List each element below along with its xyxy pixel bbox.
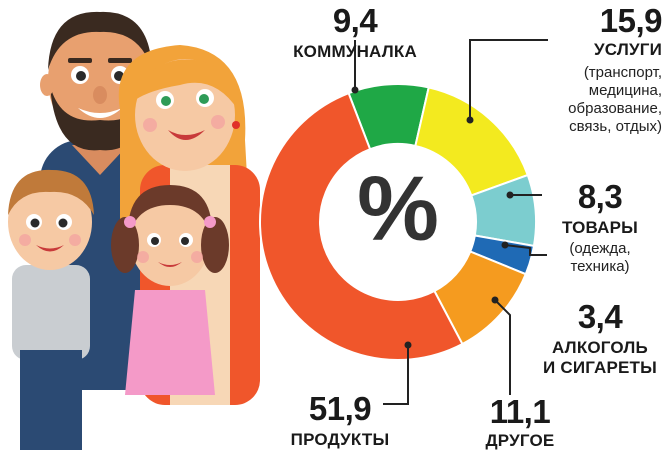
- leader-line-3: [504, 244, 547, 256]
- leader-dot-3: [501, 241, 509, 249]
- leader-dot-5: [404, 341, 412, 349]
- slice-value: 3,4: [577, 298, 623, 335]
- slice-value: 15,9: [599, 2, 663, 39]
- slice-name: ТОВАРЫ: [561, 218, 639, 237]
- slice-label-kommunalka: 9,4 КОММУНАЛКА: [280, 4, 430, 60]
- boy-figure: [8, 169, 94, 450]
- leader-dot-4: [491, 296, 499, 304]
- donut-slice-5: [259, 91, 464, 361]
- slice-value: 9,4: [332, 2, 378, 39]
- slice-name: ДРУГОЕ: [485, 431, 555, 450]
- slice-name: КОММУНАЛКА: [293, 42, 417, 61]
- slice-label-tovary: 8,3 ТОВАРЫ (одежда, техника): [545, 180, 655, 276]
- slice-label-drugoe: 11,1 ДРУГОЕ: [455, 395, 585, 449]
- slice-detail: (транспорт, медицина, образование, связь…: [568, 64, 662, 135]
- slice-label-alkogol: 3,4 АЛКОГОЛЬ И СИГАРЕТЫ: [530, 300, 670, 376]
- leader-line-1: [469, 39, 548, 120]
- slice-value: 11,1: [489, 393, 551, 430]
- slice-name-2: И СИГАРЕТЫ: [543, 358, 657, 377]
- center-percent-label: %: [357, 158, 439, 260]
- leader-line-5: [383, 345, 409, 405]
- slice-name: АЛКОГОЛЬ: [552, 338, 648, 357]
- slice-name: УСЛУГИ: [594, 40, 662, 59]
- slice-value: 51,9: [308, 390, 372, 427]
- slice-label-produkty: 51,9 ПРОДУКТЫ: [280, 392, 400, 448]
- slice-value: 8,3: [577, 178, 623, 215]
- leader-dot-2: [506, 191, 514, 199]
- slice-label-uslugi: 15,9 УСЛУГИ (транспорт, медицина, образо…: [482, 4, 662, 136]
- slice-detail: (одежда, техника): [569, 240, 631, 275]
- leader-line-4: [494, 299, 511, 395]
- girl-figure: [111, 185, 229, 395]
- leader-dot-0: [351, 86, 359, 94]
- slice-name: ПРОДУКТЫ: [290, 430, 390, 449]
- leader-dot-1: [466, 116, 474, 124]
